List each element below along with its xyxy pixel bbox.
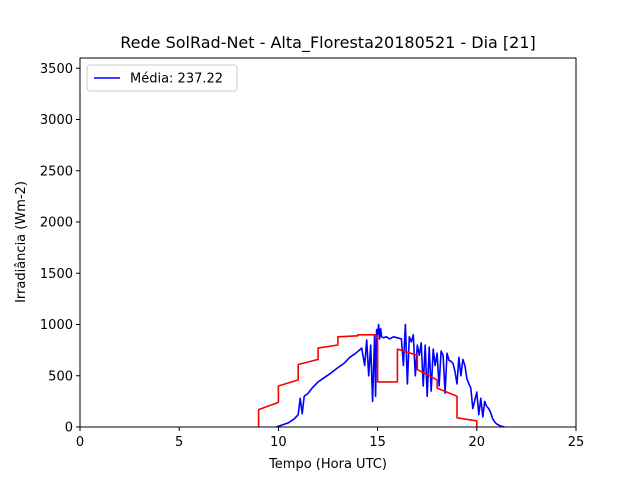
x-tick-label: 15 bbox=[369, 435, 386, 450]
y-tick-label: 1000 bbox=[40, 318, 73, 333]
y-tick-label: 1500 bbox=[40, 267, 73, 282]
y-tick-label: 500 bbox=[48, 369, 73, 384]
series-line-2 bbox=[257, 333, 478, 427]
y-tick-label: 0 bbox=[65, 421, 73, 436]
legend-label-1: Média: 237.22 bbox=[130, 72, 223, 87]
x-tick-label: 25 bbox=[568, 435, 585, 450]
legend-box bbox=[86, 64, 238, 92]
y-tick-label: 2500 bbox=[40, 164, 73, 179]
x-tick-label: 5 bbox=[175, 435, 183, 450]
y-tick-label: 3000 bbox=[40, 113, 73, 128]
y-axis-label: Irradiância (Wm-2) bbox=[14, 181, 29, 303]
y-tick-label: 3500 bbox=[40, 62, 73, 77]
x-axis-label: Tempo (Hora UTC) bbox=[268, 457, 387, 472]
series-line-1 bbox=[276, 323, 505, 427]
y-tick-label: 2000 bbox=[40, 216, 73, 231]
axes: 0 5 10 15 20 25 0 500 1000 1500 2000 2500 3000 3500 bbox=[40, 57, 585, 450]
x-tick-label: 0 bbox=[76, 435, 84, 450]
axes-frame bbox=[79, 57, 577, 428]
legend: Média: 237.22 bbox=[86, 64, 238, 92]
plot-area bbox=[257, 323, 505, 427]
x-tick-label: 10 bbox=[270, 435, 287, 450]
chart-title: Rede SolRad-Net - Alta_Floresta20180521 … bbox=[120, 33, 536, 53]
x-tick-label: 20 bbox=[469, 435, 486, 450]
